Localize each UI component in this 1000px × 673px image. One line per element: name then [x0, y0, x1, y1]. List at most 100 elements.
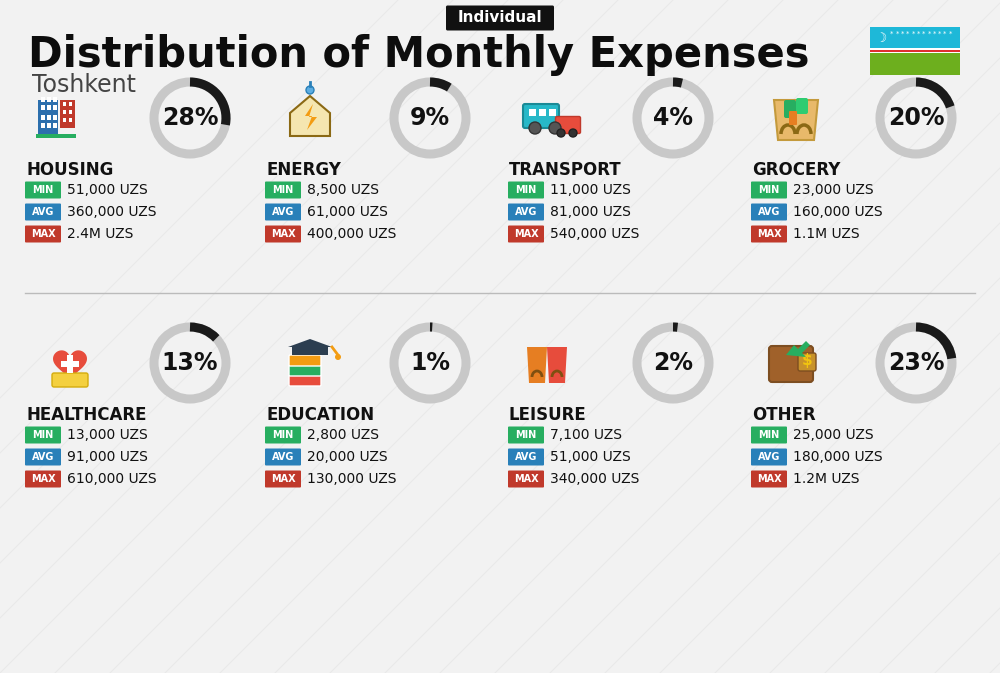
FancyBboxPatch shape: [41, 105, 45, 110]
FancyBboxPatch shape: [784, 100, 796, 118]
Text: 28%: 28%: [162, 106, 218, 130]
Text: HEALTHCARE: HEALTHCARE: [26, 406, 146, 424]
Text: 91,000 UZS: 91,000 UZS: [67, 450, 148, 464]
Text: 340,000 UZS: 340,000 UZS: [550, 472, 639, 486]
FancyBboxPatch shape: [69, 110, 72, 114]
FancyBboxPatch shape: [63, 118, 66, 122]
Text: MIN: MIN: [515, 185, 537, 195]
Text: AVG: AVG: [758, 452, 780, 462]
Text: MIN: MIN: [32, 430, 54, 440]
Circle shape: [529, 122, 541, 134]
FancyBboxPatch shape: [69, 102, 72, 106]
FancyBboxPatch shape: [798, 353, 816, 371]
Text: MIN: MIN: [758, 430, 780, 440]
FancyBboxPatch shape: [52, 373, 88, 387]
Text: 160,000 UZS: 160,000 UZS: [793, 205, 883, 219]
FancyBboxPatch shape: [751, 225, 787, 242]
FancyBboxPatch shape: [751, 182, 787, 199]
Text: 13%: 13%: [162, 351, 218, 375]
Text: *: *: [890, 30, 894, 36]
Text: AVG: AVG: [32, 452, 54, 462]
FancyBboxPatch shape: [549, 109, 556, 116]
FancyBboxPatch shape: [60, 100, 75, 128]
Polygon shape: [305, 104, 317, 130]
Polygon shape: [290, 96, 330, 136]
FancyBboxPatch shape: [870, 50, 960, 52]
FancyBboxPatch shape: [789, 111, 797, 125]
Text: AVG: AVG: [515, 452, 537, 462]
FancyBboxPatch shape: [523, 104, 559, 128]
FancyBboxPatch shape: [751, 203, 787, 221]
Text: *: *: [922, 30, 925, 36]
Text: $: $: [802, 353, 812, 369]
FancyBboxPatch shape: [69, 118, 72, 122]
Text: 1%: 1%: [410, 351, 450, 375]
Text: *: *: [917, 30, 920, 36]
FancyBboxPatch shape: [25, 470, 61, 487]
Text: MAX: MAX: [31, 474, 55, 484]
FancyBboxPatch shape: [508, 182, 544, 199]
Text: 2.4M UZS: 2.4M UZS: [67, 227, 133, 241]
FancyBboxPatch shape: [47, 97, 51, 102]
Polygon shape: [786, 341, 810, 357]
Text: Distribution of Monthly Expenses: Distribution of Monthly Expenses: [28, 34, 810, 76]
Text: TRANSPORT: TRANSPORT: [509, 161, 622, 179]
FancyBboxPatch shape: [25, 448, 61, 466]
FancyBboxPatch shape: [289, 365, 321, 376]
Text: GROCERY: GROCERY: [752, 161, 840, 179]
FancyBboxPatch shape: [289, 375, 321, 386]
FancyBboxPatch shape: [265, 203, 301, 221]
Text: HOUSING: HOUSING: [26, 161, 113, 179]
Circle shape: [549, 122, 561, 134]
Polygon shape: [547, 347, 567, 383]
FancyBboxPatch shape: [265, 470, 301, 487]
Text: 20,000 UZS: 20,000 UZS: [307, 450, 388, 464]
Text: AVG: AVG: [272, 452, 294, 462]
FancyBboxPatch shape: [508, 203, 544, 221]
Circle shape: [306, 86, 314, 94]
Text: 51,000 UZS: 51,000 UZS: [550, 450, 631, 464]
FancyBboxPatch shape: [751, 448, 787, 466]
Text: MAX: MAX: [757, 229, 781, 239]
FancyBboxPatch shape: [47, 123, 51, 128]
FancyBboxPatch shape: [870, 48, 960, 50]
Text: *: *: [943, 30, 947, 36]
Text: AVG: AVG: [272, 207, 294, 217]
Text: *: *: [933, 30, 936, 36]
FancyBboxPatch shape: [769, 346, 813, 382]
FancyBboxPatch shape: [292, 347, 328, 355]
Text: MIN: MIN: [515, 430, 537, 440]
FancyBboxPatch shape: [25, 203, 61, 221]
Text: 130,000 UZS: 130,000 UZS: [307, 472, 396, 486]
Text: Toshkent: Toshkent: [32, 73, 136, 97]
FancyBboxPatch shape: [529, 109, 536, 116]
FancyBboxPatch shape: [25, 427, 61, 444]
Text: 1.1M UZS: 1.1M UZS: [793, 227, 860, 241]
Text: MAX: MAX: [757, 474, 781, 484]
Text: 11,000 UZS: 11,000 UZS: [550, 183, 631, 197]
FancyBboxPatch shape: [446, 5, 554, 30]
Text: MIN: MIN: [272, 185, 294, 195]
FancyBboxPatch shape: [508, 470, 544, 487]
FancyBboxPatch shape: [289, 355, 321, 366]
Text: 9%: 9%: [410, 106, 450, 130]
FancyBboxPatch shape: [53, 105, 57, 110]
Text: OTHER: OTHER: [752, 406, 816, 424]
FancyBboxPatch shape: [265, 427, 301, 444]
Text: LEISURE: LEISURE: [509, 406, 587, 424]
FancyBboxPatch shape: [47, 115, 51, 120]
FancyBboxPatch shape: [751, 470, 787, 487]
Text: MIN: MIN: [272, 430, 294, 440]
Text: 360,000 UZS: 360,000 UZS: [67, 205, 156, 219]
Text: 2,800 UZS: 2,800 UZS: [307, 428, 379, 442]
Text: AVG: AVG: [758, 207, 780, 217]
Text: *: *: [906, 30, 910, 36]
Text: MAX: MAX: [271, 229, 295, 239]
Text: 4%: 4%: [653, 106, 693, 130]
Text: Individual: Individual: [458, 11, 542, 26]
Text: ENERGY: ENERGY: [266, 161, 341, 179]
Text: *: *: [927, 30, 931, 36]
FancyBboxPatch shape: [36, 134, 76, 138]
Text: *: *: [938, 30, 941, 36]
Polygon shape: [527, 347, 547, 383]
